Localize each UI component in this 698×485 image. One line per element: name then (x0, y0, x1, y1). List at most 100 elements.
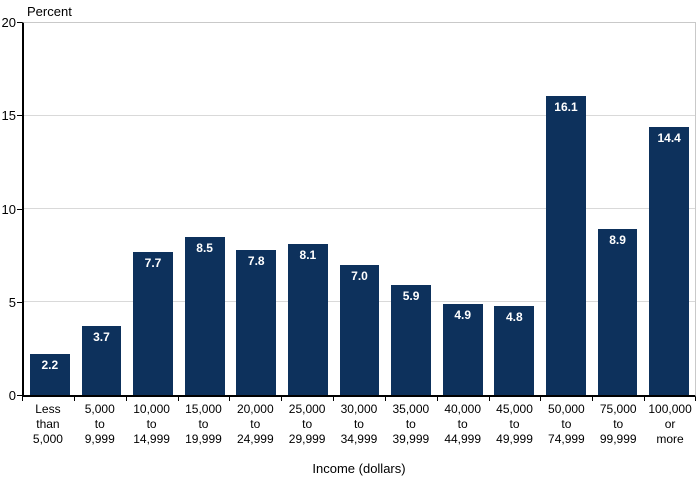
x-tick-label-line: 35,000 (392, 402, 430, 416)
x-tick-label: 40,000 to 44,999 (437, 402, 489, 447)
x-axis-tick (22, 397, 23, 401)
x-tick-label-line: 34,999 (340, 432, 378, 446)
x-tick-label: 10,000 to 14,999 (126, 402, 178, 447)
bar: 7.0 (339, 264, 380, 395)
plot-area: 2.2 3.7 7.7 8.5 7.8 8.1 7.0 5.9 4.9 4.8 16.1 8.9 14.… (22, 22, 696, 397)
x-axis-tick (281, 397, 283, 401)
bar-value-label: 14.4 (657, 131, 681, 146)
x-tick-label-line: 30,000 (340, 402, 378, 416)
x-axis-tick (384, 397, 386, 401)
bar-value-label: 7.0 (351, 268, 368, 283)
x-tick-label-line: to (353, 417, 364, 431)
x-tick-label-line: to (509, 417, 520, 431)
x-tick-label-line: or (664, 417, 676, 431)
x-tick-label-line: 5,000 (32, 432, 63, 446)
bar-value-label: 7.7 (144, 255, 162, 270)
x-axis-tick (592, 397, 594, 401)
x-tick-label: 35,000 to 39,999 (385, 402, 437, 447)
y-axis-tick (17, 301, 22, 303)
x-tick-label-line: 44,999 (444, 432, 482, 446)
x-tick-label-line: 100,000 (648, 402, 692, 416)
x-tick-label-line: 74,999 (548, 432, 585, 446)
bar-value-label: 4.9 (454, 307, 472, 322)
x-axis-tick (695, 397, 696, 401)
x-tick-label-line: than (36, 417, 60, 431)
gridline-10 (24, 208, 695, 209)
x-tick-label: 15,000 to 19,999 (178, 402, 230, 447)
x-axis-tick (333, 397, 335, 401)
bar: 5.9 (391, 285, 431, 395)
x-axis-tick (229, 397, 231, 401)
x-axis-tick (540, 397, 542, 401)
x-axis-tick (436, 397, 438, 401)
x-tick-label-line: 29,999 (288, 432, 326, 446)
bar-value-label: 16.1 (554, 99, 578, 114)
bar: 16.1 (546, 95, 586, 395)
x-axis-tick (488, 397, 490, 401)
x-tick-label-line: 40,000 (444, 402, 482, 416)
x-tick-label-line: 19,999 (185, 432, 222, 446)
y-axis-tick (17, 22, 22, 23)
x-axis-tick (125, 397, 127, 401)
y-axis-tick (17, 115, 22, 117)
x-tick-label-line: 24,999 (236, 432, 274, 446)
x-tick-label-line: 49,999 (496, 432, 533, 446)
x-tick-label-line: to (198, 417, 209, 431)
x-tick-label-line: to (146, 417, 157, 431)
x-tick-label-line: 50,000 (548, 402, 585, 416)
x-tick-label-line: 25,000 (288, 402, 326, 416)
bar-value-label: 7.8 (247, 253, 265, 268)
x-tick-label-line: 5,000 (84, 402, 115, 416)
x-tick-label-line: 39,999 (392, 432, 430, 446)
bar-value-label: 5.9 (402, 289, 420, 304)
bar: 8.9 (597, 229, 638, 395)
y-tick-label: 5 (8, 294, 16, 310)
x-axis-tick (73, 397, 75, 401)
bar: 14.4 (649, 127, 690, 395)
bar-value-label: 8.5 (196, 240, 213, 255)
x-tick-label: 100,000 or more (644, 402, 696, 447)
y-axis-tick (17, 208, 22, 210)
x-tick-label-line: 75,000 (599, 402, 637, 416)
x-tick-label-line: 15,000 (185, 402, 222, 416)
y-axis-title: Percent (27, 4, 72, 19)
x-tick-label-line: 45,000 (496, 402, 533, 416)
x-tick-label: 45,000 to 49,999 (489, 402, 541, 447)
x-tick-label-line: to (302, 417, 313, 431)
x-tick-label-line: Less (35, 402, 61, 416)
x-tick-label-line: 99,999 (599, 432, 637, 446)
x-axis-title: Income (dollars) (312, 461, 406, 476)
x-tick-label-line: 20,000 (236, 402, 274, 416)
bar-value-label: 3.7 (93, 330, 110, 345)
x-tick-label: 25,000 to 29,999 (281, 402, 333, 447)
bar: 7.8 (236, 249, 277, 395)
x-tick-label-line: more (656, 432, 684, 446)
x-tick-label: 20,000 to 24,999 (229, 402, 281, 447)
x-tick-label-line: to (94, 417, 105, 431)
bar: 3.7 (81, 326, 122, 395)
bar-value-label: 8.1 (299, 248, 317, 263)
bar-value-label: 2.2 (41, 358, 59, 373)
plot-inner: 2.2 3.7 7.7 8.5 7.8 8.1 7.0 5.9 4.9 4.8 16.1 8.9 14.… (24, 23, 695, 395)
bar: 4.8 (494, 305, 535, 395)
x-axis-tick (644, 397, 646, 401)
x-tick-label-line: 9,999 (84, 432, 115, 446)
bar: 4.9 (442, 303, 483, 395)
bar-value-label: 8.9 (609, 233, 626, 248)
x-tick-label: 75,000 to 99,999 (592, 402, 644, 447)
y-tick-label: 0 (8, 388, 16, 403)
y-tick-label: 20 (1, 15, 16, 30)
x-tick-label-line: 14,999 (133, 432, 170, 446)
x-tick-label-line: 10,000 (133, 402, 170, 416)
bar: 7.7 (133, 251, 173, 395)
bar-value-label: 4.8 (505, 309, 523, 324)
x-tick-label-line: to (405, 417, 416, 431)
y-tick-label: 15 (1, 108, 16, 124)
y-axis-tick (17, 395, 22, 396)
x-tick-label-line: to (613, 417, 624, 431)
bar: 2.2 (29, 354, 70, 395)
bar: 8.5 (184, 236, 225, 395)
x-tick-label: Less than 5,000 (22, 402, 74, 447)
x-tick-label-line: to (250, 417, 261, 431)
bar: 8.1 (288, 244, 328, 395)
